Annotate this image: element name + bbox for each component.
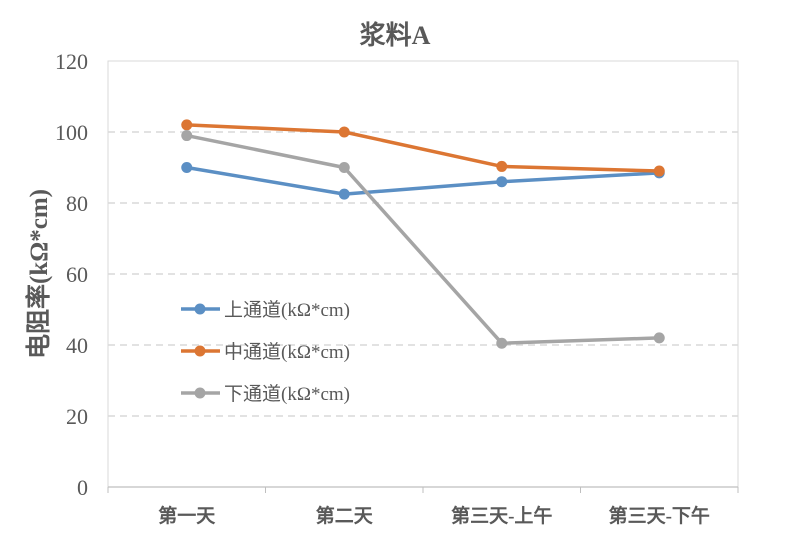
y-tick-label: 0 xyxy=(77,475,88,500)
y-tick-label: 80 xyxy=(66,191,88,216)
series-line xyxy=(186,123,660,173)
x-tick-label: 第一天 xyxy=(158,504,216,527)
y-tick-label: 20 xyxy=(66,404,88,429)
chart-title: 浆料A xyxy=(360,20,431,50)
legend-label: 中通道(kΩ*cm) xyxy=(224,341,350,363)
y-tick-label: 60 xyxy=(66,262,88,287)
legend-item: 上通道(kΩ*cm) xyxy=(181,299,350,321)
y-tick-label: 100 xyxy=(55,120,88,145)
data-point xyxy=(338,126,350,138)
data-point xyxy=(496,337,508,349)
data-point xyxy=(181,130,193,142)
legend-item: 中通道(kΩ*cm) xyxy=(181,341,350,363)
legend-item: 下通道(kΩ*cm) xyxy=(181,383,350,405)
x-tick-label: 第三天-上午 xyxy=(451,504,552,527)
legend-marker xyxy=(194,345,206,357)
series-line xyxy=(186,133,660,345)
data-point xyxy=(496,160,508,172)
series-2 xyxy=(181,119,665,177)
data-point xyxy=(181,119,193,131)
y-tick-label: 120 xyxy=(55,49,88,74)
data-point xyxy=(653,165,665,177)
series-3 xyxy=(181,130,665,349)
data-point xyxy=(653,332,665,344)
data-point xyxy=(496,176,508,188)
legend-marker xyxy=(194,387,206,399)
legend-label: 下通道(kΩ*cm) xyxy=(224,383,350,405)
series-1 xyxy=(181,162,665,200)
data-point xyxy=(181,162,193,173)
y-tick-label: 40 xyxy=(66,333,88,358)
legend-marker xyxy=(194,303,206,315)
x-tick-label: 第二天 xyxy=(316,504,374,527)
series-line xyxy=(186,165,660,196)
legend-label: 上通道(kΩ*cm) xyxy=(224,299,350,321)
data-point xyxy=(338,162,350,173)
y-axis-label: 电阻率(kΩ*cm) xyxy=(24,189,53,359)
x-tick-label: 第三天-下午 xyxy=(609,504,710,527)
data-point xyxy=(338,188,350,200)
